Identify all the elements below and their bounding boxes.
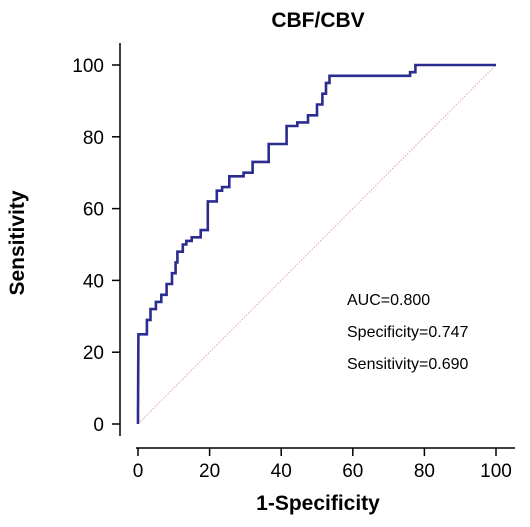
series-layer [136,63,497,425]
chart-title: CBF/CBV [271,9,364,32]
x-tick-label: 100 [480,461,512,482]
y-tick-label: 20 [83,343,104,364]
reference-line [137,64,497,425]
x-tick-label: 40 [271,461,292,482]
ticks: 0 20 40 60 80 100 0 20 40 60 80 100 [72,56,512,482]
y-tick-label: 60 [83,200,104,221]
y-tick-label: 100 [72,56,104,77]
y-tick-label: 40 [83,271,104,292]
x-tick-label: 0 [133,461,144,482]
roc-curve [136,63,496,424]
axes [119,43,515,449]
y-axis-label: Sensitivity [6,190,29,295]
x-axis-label: 1-Specificity [256,492,380,515]
auc-annotation: AUC=0.800 [347,292,430,309]
y-tick-label: 0 [93,415,104,436]
y-tick-label: 80 [83,128,104,149]
x-tick-label: 80 [414,461,435,482]
x-tick-label: 60 [342,461,363,482]
x-tick-label: 20 [199,461,220,482]
sensitivity-annotation: Sensitivity=0.690 [347,356,469,373]
specificity-annotation: Specificity=0.747 [347,324,469,341]
